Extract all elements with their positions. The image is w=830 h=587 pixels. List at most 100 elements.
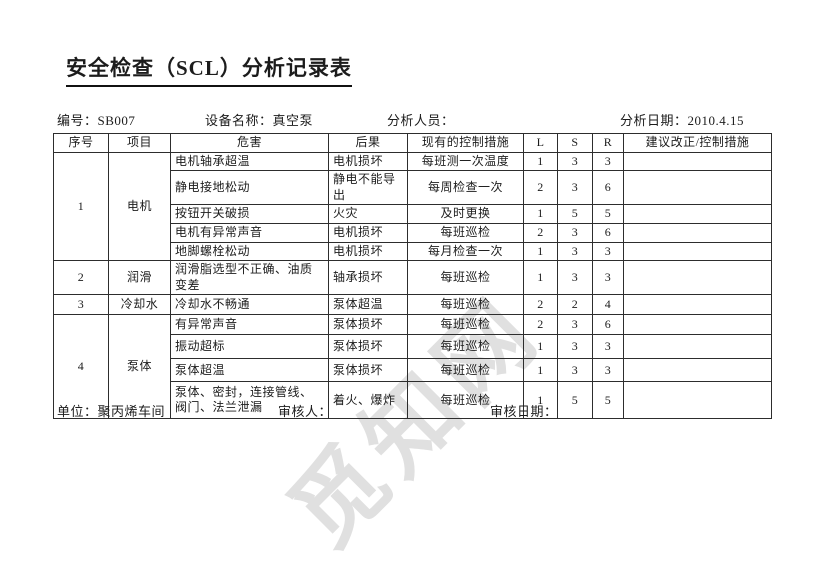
- table-row: 电机有异常声音 电机损坏 每班巡检 2 3 6: [54, 222, 772, 243]
- suggestion-cell: [623, 260, 772, 296]
- hazard-cell: 电机轴承超温: [170, 151, 329, 172]
- hazard-cell: 润滑脂选型不正确、油质变差: [170, 260, 329, 296]
- consequence-cell: 静电不能导出: [328, 170, 408, 206]
- table-row: 泵体、密封，连接管线、阀门、法兰泄漏 着火、爆炸 每班巡检 1 5 5: [54, 381, 772, 420]
- scl-analysis-table: 序号 项目 危害 后果 现有的控制措施 L S R 建议改正/控制措施 1 电机…: [53, 133, 772, 420]
- consequence-cell: 电机损坏: [328, 241, 408, 262]
- col-header-l: L: [523, 133, 558, 153]
- suggestion-cell: [623, 241, 772, 262]
- hazard-cell: 振动超标: [170, 334, 329, 360]
- s-cell: 3: [557, 241, 593, 262]
- s-cell: 3: [557, 222, 593, 243]
- info-line: 编号：SB007 设备名称：真空泵 分析人员： 分析日期：2010.4.15: [0, 110, 830, 128]
- r-cell: 3: [592, 260, 624, 296]
- l-cell: 1: [523, 334, 558, 360]
- hazard-cell: 冷却水不畅通: [170, 294, 329, 316]
- device-name: 设备名称：真空泵: [205, 113, 314, 128]
- col-header-control: 现有的控制措施: [407, 133, 524, 153]
- r-cell: 6: [592, 222, 624, 243]
- control-cell: 每班巡检: [407, 334, 524, 360]
- control-cell: 每月检查一次: [407, 241, 524, 262]
- control-cell: 每班巡检: [407, 260, 524, 296]
- reviewer-label: 审核人：: [278, 404, 333, 419]
- serial-cell: 1: [53, 151, 109, 262]
- hazard-cell: 泵体、密封，连接管线、阀门、法兰泄漏: [170, 381, 329, 420]
- suggestion-cell: [623, 358, 772, 383]
- col-header-item: 项目: [108, 133, 171, 153]
- r-cell: 6: [592, 314, 624, 336]
- table-header-row: 序号 项目 危害 后果 现有的控制措施 L S R 建议改正/控制措施: [53, 133, 772, 153]
- r-cell: 5: [592, 204, 624, 224]
- suggestion-cell: [623, 334, 772, 360]
- analysis-date: 分析日期：2010.4.15: [620, 113, 745, 128]
- table-row: 4 泵体 有异常声音 泵体损坏 每班巡检 2 3 6: [53, 314, 772, 420]
- r-cell: 5: [592, 381, 624, 420]
- l-cell: 1: [523, 260, 558, 296]
- table-row: 地脚螺栓松动 电机损坏 每月检查一次 1 3 3: [54, 241, 772, 262]
- consequence-cell: 电机损坏: [328, 222, 408, 243]
- doc-number: 编号：SB007: [57, 113, 136, 128]
- l-cell: 2: [523, 170, 558, 206]
- s-cell: 2: [557, 294, 593, 316]
- l-cell: 1: [523, 241, 558, 262]
- control-cell: 及时更换: [407, 204, 524, 224]
- review-date-label: 审核日期：: [490, 404, 558, 419]
- col-header-s: S: [557, 133, 593, 153]
- suggestion-cell: [623, 204, 772, 224]
- col-header-hazard: 危害: [170, 133, 329, 153]
- suggestion-cell: [623, 222, 772, 243]
- l-cell: 2: [523, 294, 558, 316]
- hazard-cell: 电机有异常声音: [170, 222, 329, 243]
- suggestion-cell: [623, 151, 772, 172]
- consequence-cell: 泵体超温: [328, 294, 408, 316]
- control-cell: 每班巡检: [407, 381, 524, 420]
- r-cell: 3: [592, 358, 624, 383]
- serial-cell: 3: [53, 294, 109, 316]
- consequence-cell: 轴承损坏: [328, 260, 408, 296]
- item-cell: 润滑: [108, 260, 171, 296]
- control-cell: 每班巡检: [407, 222, 524, 243]
- l-cell: 1: [523, 204, 558, 224]
- consequence-cell: 泵体损坏: [328, 334, 408, 360]
- col-header-consequence: 后果: [328, 133, 408, 153]
- table-row: 泵体超温 泵体损坏 每班巡检 1 3 3: [54, 358, 772, 383]
- l-cell: 2: [523, 314, 558, 336]
- footer-line: 单位：聚丙烯车间 审核人： 审核日期：: [0, 401, 830, 419]
- table-row: 3 冷却水 冷却水不畅通 泵体超温 每班巡检 2 2 4: [53, 294, 772, 316]
- page-title: 安全检查（SCL）分析记录表: [66, 52, 352, 87]
- hazard-cell: 按钮开关破损: [170, 204, 329, 224]
- control-cell: 每班测一次温度: [407, 151, 524, 172]
- s-cell: 3: [557, 334, 593, 360]
- unit-label: 单位：聚丙烯车间: [57, 404, 166, 419]
- serial-cell: 2: [53, 260, 109, 296]
- s-cell: 5: [557, 204, 593, 224]
- r-cell: 6: [592, 170, 624, 206]
- item-cell: 冷却水: [108, 294, 171, 316]
- l-cell: 1: [523, 151, 558, 172]
- s-cell: 3: [557, 260, 593, 296]
- control-cell: 每班巡检: [407, 314, 524, 336]
- suggestion-cell: [623, 314, 772, 336]
- l-cell: 2: [523, 222, 558, 243]
- s-cell: 3: [557, 151, 593, 172]
- analyst-label: 分析人员：: [387, 113, 455, 128]
- consequence-cell: 泵体损坏: [328, 358, 408, 383]
- table-row: 1 电机 电机轴承超温 电机损坏 每班测一次温度 1 3 3: [53, 151, 772, 262]
- item-cell: 泵体: [108, 314, 171, 420]
- s-cell: 3: [557, 170, 593, 206]
- consequence-cell: 电机损坏: [328, 151, 408, 172]
- hazard-cell: 有异常声音: [170, 314, 329, 336]
- consequence-cell: 泵体损坏: [328, 314, 408, 336]
- consequence-cell: 火灾: [328, 204, 408, 224]
- control-cell: 每班巡检: [407, 358, 524, 383]
- s-cell: 3: [557, 358, 593, 383]
- consequence-cell: 着火、爆炸: [328, 381, 408, 420]
- control-cell: 每班巡检: [407, 294, 524, 316]
- control-cell: 每周检查一次: [407, 170, 524, 206]
- suggestion-cell: [623, 381, 772, 420]
- r-cell: 3: [592, 241, 624, 262]
- col-header-serial: 序号: [53, 133, 109, 153]
- item-cell: 电机: [108, 151, 171, 262]
- table-row: 静电接地松动 静电不能导出 每周检查一次 2 3 6: [54, 170, 772, 206]
